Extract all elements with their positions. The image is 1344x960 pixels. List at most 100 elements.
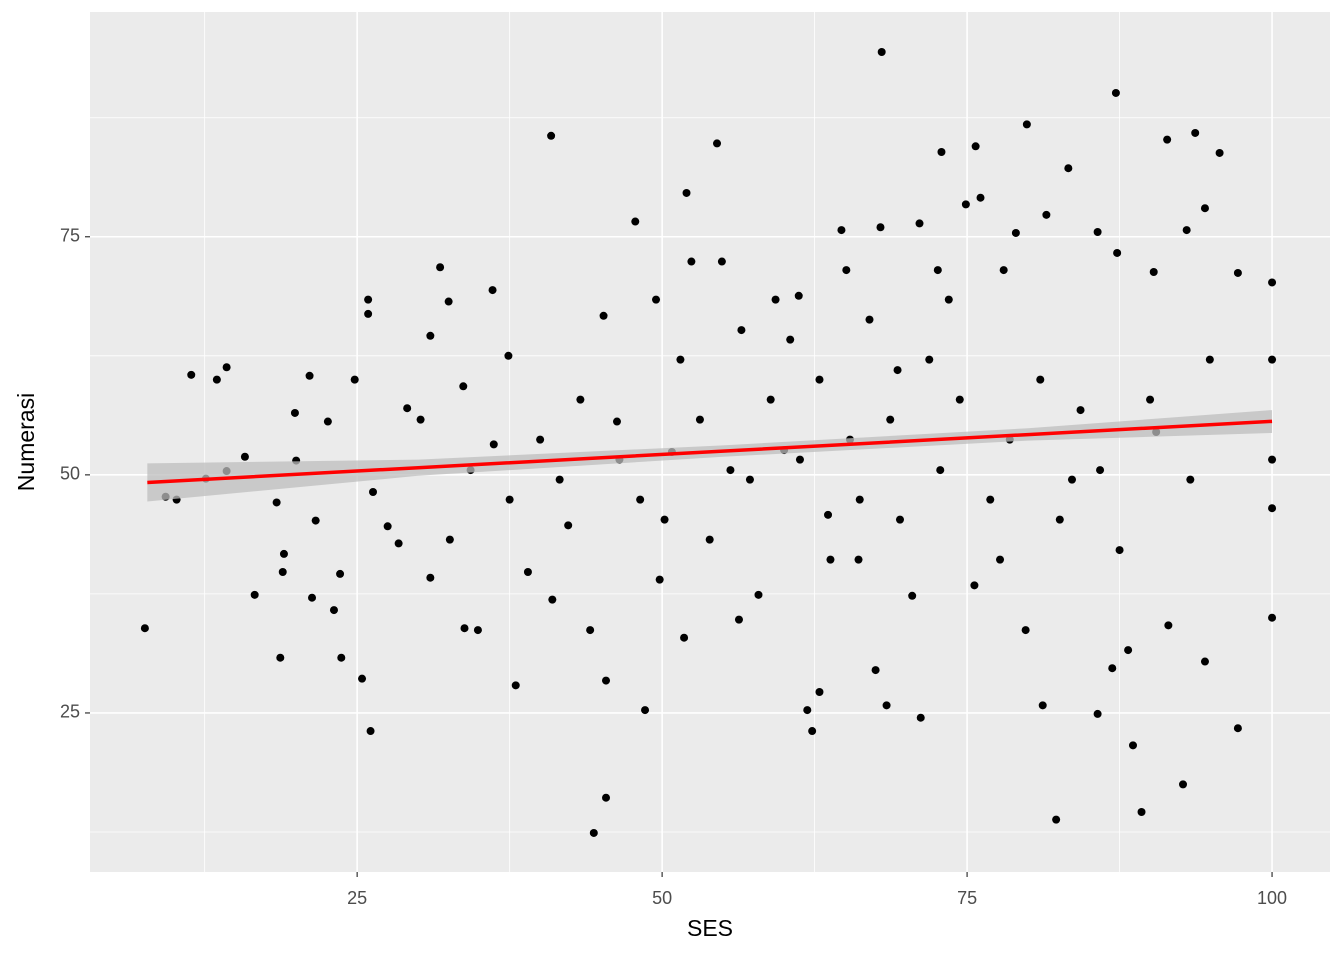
point <box>187 370 196 379</box>
point <box>895 515 904 524</box>
point <box>576 395 585 404</box>
point <box>1128 741 1137 750</box>
point <box>682 188 691 197</box>
point <box>687 257 696 266</box>
point <box>961 200 970 209</box>
point <box>460 624 469 633</box>
point <box>369 488 378 496</box>
y-tick-label: 75 <box>60 226 80 246</box>
point <box>1200 657 1209 666</box>
point <box>680 633 689 642</box>
point <box>564 521 573 530</box>
x-tick-label: 50 <box>652 888 672 908</box>
point <box>1115 546 1124 555</box>
point <box>403 404 412 413</box>
point <box>1268 504 1277 513</box>
point <box>655 575 664 584</box>
point <box>444 297 453 306</box>
point <box>445 535 454 544</box>
point <box>886 415 895 424</box>
point <box>1268 613 1277 622</box>
point <box>140 624 149 633</box>
point <box>489 440 498 449</box>
point <box>1011 228 1020 237</box>
point <box>212 375 221 384</box>
point <box>854 555 863 564</box>
point <box>1052 815 1061 824</box>
point <box>1064 164 1073 173</box>
point <box>999 266 1008 275</box>
point <box>734 615 743 624</box>
point <box>290 408 299 417</box>
point <box>240 452 249 461</box>
point <box>631 217 640 226</box>
point <box>877 48 886 56</box>
point <box>602 793 611 802</box>
point <box>383 522 392 531</box>
point <box>695 415 704 424</box>
point <box>473 626 482 635</box>
y-axis-title: Numerasi <box>13 393 39 491</box>
y-tick-label: 50 <box>60 464 80 484</box>
point <box>459 382 468 391</box>
point <box>536 435 545 444</box>
point <box>1113 248 1122 257</box>
point <box>336 569 345 578</box>
point <box>726 466 735 475</box>
point <box>815 375 824 384</box>
point <box>599 311 608 320</box>
point <box>636 495 645 504</box>
point <box>329 606 338 615</box>
point <box>548 595 557 604</box>
point <box>1093 228 1102 236</box>
point <box>652 295 661 304</box>
point <box>612 417 621 426</box>
point <box>488 286 497 295</box>
point <box>705 535 714 544</box>
point <box>279 549 288 558</box>
point <box>808 727 817 736</box>
point <box>824 510 833 519</box>
point <box>713 139 722 148</box>
point <box>323 417 332 426</box>
regression-line <box>147 419 1273 485</box>
point <box>602 676 611 685</box>
point <box>855 495 864 504</box>
point <box>1215 148 1224 157</box>
x-tick-label: 75 <box>957 888 977 908</box>
point <box>1055 515 1064 524</box>
point <box>1163 135 1172 144</box>
point <box>1268 355 1277 364</box>
point <box>1200 204 1209 213</box>
point <box>871 666 880 675</box>
point <box>865 315 874 324</box>
point <box>436 263 445 272</box>
point <box>766 395 775 404</box>
point <box>916 713 925 722</box>
y-tick-label: 25 <box>60 702 80 722</box>
point <box>717 257 726 266</box>
point <box>915 219 924 228</box>
point <box>350 375 359 384</box>
point <box>1111 88 1120 97</box>
point <box>272 498 281 507</box>
point <box>250 590 259 599</box>
point <box>1076 406 1085 415</box>
point <box>786 335 795 344</box>
point <box>882 701 891 710</box>
point <box>971 142 980 151</box>
point <box>1146 395 1155 404</box>
point <box>925 355 934 364</box>
point <box>555 475 564 484</box>
point <box>837 226 846 235</box>
point <box>358 674 367 683</box>
point <box>1233 268 1242 277</box>
point <box>1124 646 1133 655</box>
point <box>1268 278 1277 287</box>
point <box>641 706 650 715</box>
point <box>1093 709 1102 718</box>
point <box>416 415 425 424</box>
point <box>586 626 595 635</box>
point <box>676 355 685 364</box>
point <box>933 266 942 275</box>
